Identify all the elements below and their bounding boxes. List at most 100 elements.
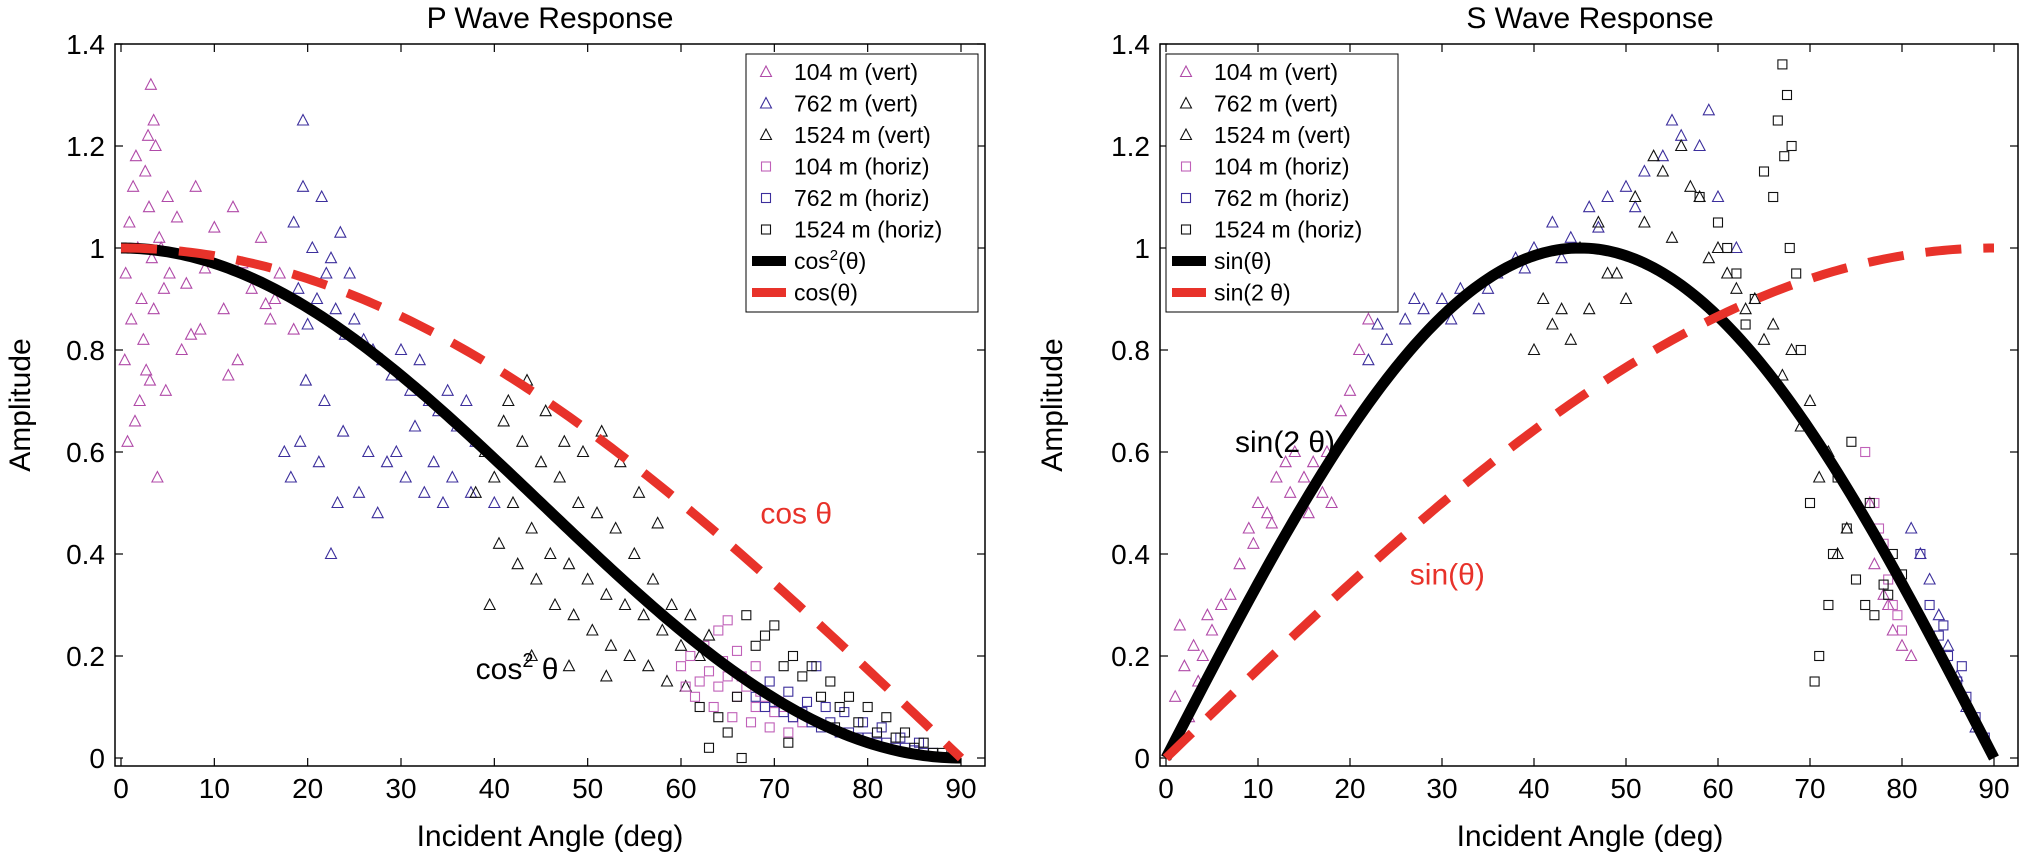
- s-point: [1860, 599, 1871, 611]
- s-point: [1435, 291, 1449, 305]
- s-point: [1205, 623, 1219, 636]
- s-axis-ticks: 0 10 20 30 40 50 60 70 80 90 0 0.2 0.4 0.6 0.8 1 1.2 1.4: [1111, 29, 2018, 804]
- s-legend-label: 762 m (horiz): [1214, 185, 1349, 211]
- p-point: [745, 717, 757, 728]
- p-point: [371, 506, 385, 519]
- s-point: [1343, 383, 1357, 396]
- s-point: [1637, 215, 1651, 228]
- p-point: [713, 681, 724, 692]
- p-model-curves: [120, 242, 965, 764]
- s-point: [1791, 268, 1802, 279]
- p-point: [145, 251, 159, 264]
- p-axis-ticks: 0 10 20 30 40 50 60 70 80 90 0 0.2 0.4 0.6 0.8 1 1.2 1.4: [66, 29, 985, 804]
- p-xtick-label: 50: [572, 773, 603, 804]
- s-legend-label: 104 m (vert): [1214, 59, 1338, 85]
- s-point: [1665, 113, 1679, 126]
- p-legend-label: cos2(θ): [794, 247, 866, 274]
- s-point: [1779, 151, 1790, 162]
- s-xtick-label: 0: [1158, 773, 1174, 804]
- p-point: [713, 625, 724, 636]
- p-point: [599, 669, 613, 682]
- s-legend-marker: [1179, 96, 1193, 109]
- p-legend-marker: [759, 64, 773, 78]
- s-point: [1938, 620, 1949, 631]
- p-point: [263, 312, 277, 325]
- p-point: [118, 353, 132, 366]
- s-xtick-label: 40: [1518, 773, 1549, 804]
- s-point: [1297, 470, 1311, 483]
- p-point: [750, 661, 761, 672]
- s-point: [1223, 587, 1237, 600]
- p-point: [759, 701, 771, 713]
- p-point: [459, 393, 473, 407]
- p-point: [741, 610, 752, 621]
- s-point: [1610, 266, 1624, 279]
- p-point: [637, 608, 651, 621]
- p-xtick-label: 30: [385, 773, 416, 804]
- s-point: [1809, 676, 1820, 687]
- s-point: [1518, 261, 1532, 274]
- s-point: [1251, 495, 1265, 509]
- s-point: [1564, 332, 1578, 345]
- s-point: [1196, 648, 1210, 662]
- p-point: [783, 727, 794, 738]
- p-point: [296, 179, 310, 192]
- p-point: [694, 701, 705, 713]
- s-point: [1591, 215, 1605, 228]
- p-point: [380, 455, 394, 468]
- p-legend-label: 104 m (horiz): [794, 154, 929, 180]
- p-legend: 104 m (vert) 762 m (vert) 1524 m (vert) 104…: [745, 53, 979, 313]
- s-xtick-label: 70: [1794, 773, 1825, 804]
- p-point: [736, 752, 747, 764]
- s-point: [1711, 240, 1725, 254]
- s-point: [1582, 302, 1596, 315]
- p-point: [567, 608, 581, 621]
- s-annotation-sin2-theta: sin(2 θ): [1235, 426, 1335, 459]
- p-point: [352, 485, 366, 498]
- p-point: [445, 470, 459, 483]
- s-point: [1315, 485, 1329, 498]
- p-point: [273, 266, 287, 279]
- s-legend-label: sin(2 θ): [1214, 280, 1291, 306]
- p-point: [333, 225, 347, 238]
- p-point: [539, 404, 553, 417]
- p-point: [797, 671, 808, 682]
- s-point: [1246, 536, 1260, 549]
- s-legend-marker: [1179, 64, 1193, 78]
- p-point: [119, 266, 133, 279]
- s-point: [1555, 251, 1569, 264]
- p-legend-label: 762 m (vert): [794, 91, 918, 117]
- s-xlabel: Incident Angle (deg): [1457, 820, 1724, 853]
- p-point: [651, 516, 665, 529]
- p-point: [287, 215, 301, 228]
- s-point: [1895, 638, 1909, 651]
- p-point: [312, 455, 326, 468]
- s-xtick-label: 10: [1242, 773, 1273, 804]
- p-point: [492, 536, 506, 549]
- p-point: [685, 650, 696, 662]
- p-point: [806, 661, 817, 672]
- p-curve-cos2: [120, 242, 962, 764]
- p-annotation-cos2-theta: cos2 θ: [476, 650, 559, 686]
- s-point: [1647, 149, 1661, 162]
- p-point: [871, 727, 883, 738]
- p-point: [665, 597, 679, 611]
- s-xtick-label: 90: [1978, 773, 2009, 804]
- s-wave-panel: S Wave Response 0 10 20 30 40 50 60 70 80 9000.20…: [1036, 2, 2019, 853]
- s-point: [1823, 599, 1834, 611]
- p-legend-marker: [760, 192, 772, 204]
- s-point: [1924, 599, 1935, 611]
- s-point: [1407, 291, 1421, 305]
- s-point: [1766, 317, 1780, 330]
- p-point: [562, 659, 576, 672]
- s-point: [1417, 302, 1431, 315]
- p-point: [299, 373, 313, 386]
- p-point: [703, 742, 715, 753]
- p-point: [361, 444, 375, 458]
- p-point: [764, 722, 775, 733]
- p-point: [121, 434, 134, 447]
- p-point: [277, 444, 291, 458]
- p-point: [441, 383, 455, 396]
- s-point: [1827, 548, 1839, 560]
